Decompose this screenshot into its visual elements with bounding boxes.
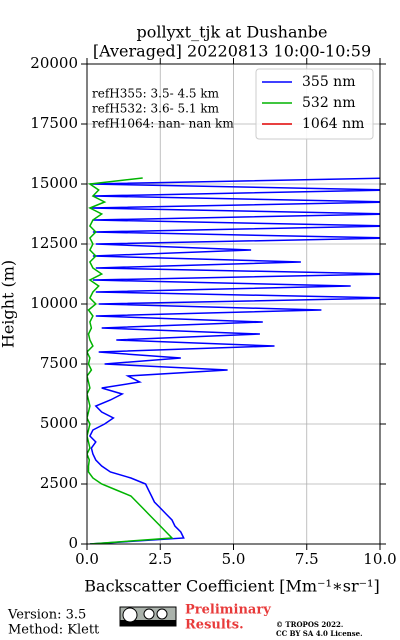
- x-tick-label: 7.5: [295, 550, 319, 568]
- chart-subtitle: [Averaged] 20220813 10:00-10:59: [93, 42, 371, 61]
- legend-box: [255, 68, 374, 140]
- y-tick-label: 0: [68, 534, 78, 552]
- legend-label: 1064 nm: [302, 116, 364, 132]
- y-tick-label: 7500: [40, 354, 78, 372]
- cc-logo: [119, 606, 177, 627]
- grid: [81, 58, 386, 550]
- x-tick-label: 0.0: [75, 550, 99, 568]
- x-tick-label: 10.0: [363, 550, 396, 568]
- annotation: refH355: 3.5- 4.5 km: [92, 87, 220, 101]
- y-axis-label: Height (m): [0, 260, 18, 348]
- annotation: refH532: 3.6- 5.1 km: [92, 102, 220, 116]
- copyright: © TROPOS 2022.: [276, 620, 343, 629]
- legend-label: 532 nm: [302, 95, 355, 111]
- plot-frame: [86, 63, 381, 545]
- preliminary: Results.: [185, 618, 244, 633]
- x-axis-label: Backscatter Coefficient [Mm⁻¹∗sr⁻¹]: [84, 577, 379, 596]
- legend-label: 355 nm: [302, 74, 355, 90]
- x-tick-label: 2.5: [148, 550, 172, 568]
- y-tick-label: 10000: [30, 294, 78, 312]
- y-tick-label: 5000: [40, 414, 78, 432]
- y-tick-label: 12500: [30, 234, 78, 252]
- legend: 355 nm 532 nm 1064 nm: [262, 74, 364, 132]
- method: Method: Klett: [8, 623, 100, 638]
- y-tick-label: 17500: [30, 114, 78, 132]
- preliminary: Preliminary: [185, 603, 271, 618]
- profile-line: [88, 177, 380, 544]
- annotation: refH1064: nan- nan km: [92, 117, 234, 131]
- profile-line: [87, 177, 174, 544]
- plot-lines: [87, 177, 380, 544]
- chart-title: pollyxt_tjk at Dushanbe: [136, 23, 327, 42]
- x-tick-label: 5.0: [222, 550, 246, 568]
- y-tick-label: 2500: [40, 474, 78, 492]
- version: Version: 3.5: [7, 608, 86, 623]
- y-tick-label: 15000: [30, 174, 78, 192]
- y-tick-label: 20000: [30, 54, 78, 72]
- license: CC BY SA 4.0 License.: [276, 629, 363, 638]
